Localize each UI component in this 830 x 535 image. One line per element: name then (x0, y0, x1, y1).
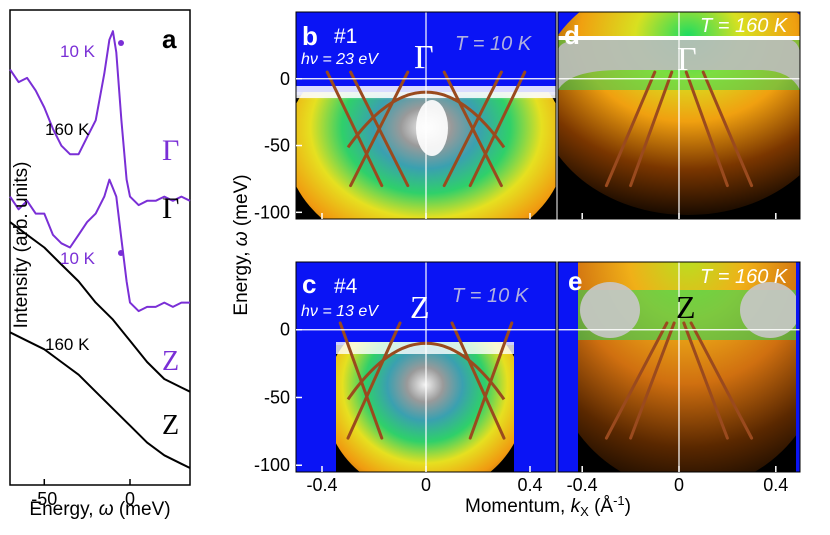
point-label-z-160k: Z (162, 410, 179, 441)
spectrum-1 (9, 221, 191, 393)
panel-a-xtick-label: 0 (125, 489, 135, 509)
panel-d-bands (604, 70, 754, 188)
panel-d-letter: d (564, 20, 580, 50)
band-line (338, 321, 384, 440)
map-ytick-label: -50 (264, 136, 290, 156)
band-line (468, 70, 527, 188)
panel-c-sample: #4 (334, 275, 358, 298)
point-label-gamma-160k: Γ (162, 192, 179, 225)
band-line (682, 321, 729, 440)
band-line (604, 321, 669, 440)
peak-marker-gamma (118, 40, 124, 46)
label-160k-gamma: 160 K (45, 120, 90, 139)
panel-b-letter: b (302, 21, 318, 51)
band-line (346, 321, 402, 440)
panel-a-x-ticks: -50 0 (31, 479, 135, 509)
map-xtick-label: -0.4 (567, 475, 598, 495)
map-xtick-label: 0 (421, 475, 431, 495)
label-10k-z: 10 K (60, 249, 96, 268)
panel-e-image (558, 262, 800, 472)
spectrum-3 (9, 331, 191, 469)
panel-b-point: Γ (414, 39, 434, 76)
panel-a-frame (9, 9, 191, 486)
map-ytick-label: -100 (254, 455, 290, 475)
map-ytick-label: -50 (264, 387, 290, 407)
panel-b-photon: hν = 23 eV (301, 51, 379, 68)
label-10k-gamma: 10 K (60, 42, 96, 61)
band-line (442, 70, 503, 188)
band-line (468, 321, 514, 440)
panel-e-bands (604, 321, 754, 440)
map-xtick-label: -0.4 (306, 475, 337, 495)
map-ticks: 0 -50 -100 0 -50 -100 -0.4 0 0.4 -0.4 0 0.4 (254, 69, 788, 495)
map-xtick-label: 0.4 (517, 475, 542, 495)
panel-c-letter: c (302, 269, 316, 299)
map-ytick-label: 0 (280, 69, 290, 89)
maps-xlabel: Momentum, kX (Å-1) (465, 493, 631, 519)
panel-a-xlabel: Energy, ω (meV) (29, 499, 170, 520)
panel-a-curves (9, 30, 191, 469)
panel-a-letter: a (162, 24, 177, 54)
band-line (450, 321, 506, 440)
band-line (604, 70, 657, 188)
panel-e-temp: T = 160 K (700, 266, 789, 288)
panel-b-temp: T = 10 K (455, 33, 533, 55)
band-line (689, 321, 754, 440)
panel-c-photon: hν = 13 eV (301, 303, 379, 320)
map-ytick-label: -100 (254, 202, 290, 222)
band-line (701, 70, 754, 188)
panel-a-ylabel: Intensity (arb. units) (11, 162, 32, 329)
panel-c-temp: T = 10 K (452, 285, 530, 307)
panel-e-letter: e (568, 266, 582, 296)
panel-e-point: Z (676, 289, 696, 325)
peak-marker-z (118, 250, 124, 256)
panel-c-bands (338, 321, 514, 440)
panel-a-xtick-label: -50 (31, 489, 57, 509)
point-label-gamma-10k: Γ (162, 134, 179, 167)
band-line (325, 70, 384, 188)
panel-b-sample: #1 (334, 25, 357, 48)
band-line (684, 70, 729, 188)
map-ytick-label: 0 (280, 320, 290, 340)
map-xtick-label: 0.4 (763, 475, 788, 495)
label-160k-z: 160 K (45, 335, 90, 354)
crosshairs (296, 12, 800, 472)
maps-ylabel: Energy, ω (meV) (231, 174, 252, 315)
band-line (629, 321, 676, 440)
map-xtick-label: 0 (674, 475, 684, 495)
spectrum-0 (9, 30, 191, 207)
panel-c-point: Z (410, 289, 430, 325)
panel-d-temp: T = 160 K (700, 15, 789, 37)
panel-a: a 10 K 160 K Γ Γ 10 K 160 K Z Z -50 0 Ene… (9, 9, 191, 520)
point-label-z-10k: Z (162, 346, 179, 377)
spectrum-2 (9, 178, 190, 313)
band-line (349, 70, 410, 188)
panel-d-point: Γ (677, 41, 697, 78)
band-line (629, 70, 674, 188)
